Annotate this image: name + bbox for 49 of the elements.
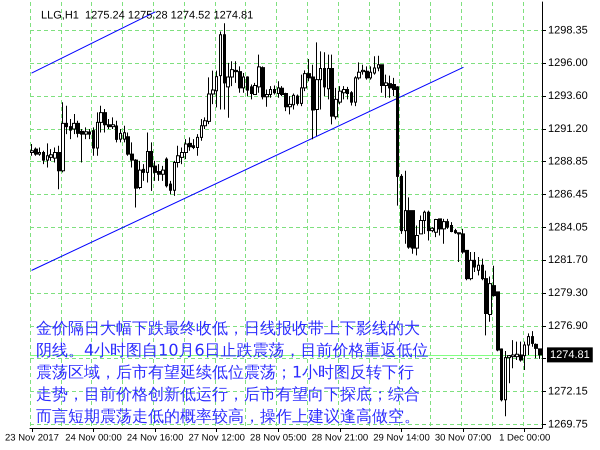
candlestick — [215, 70, 218, 108]
x-tick-label: 28 Nov 21:00 — [312, 432, 368, 444]
y-tick-label: 1291.20 — [548, 123, 588, 136]
y-tick-label: 1269.75 — [548, 418, 588, 431]
y-tick-label: 1281.70 — [548, 254, 588, 266]
candlestick — [469, 252, 473, 281]
y-tick-label: 1286.45 — [548, 188, 588, 200]
x-tick-label: 30 Nov 07:00 — [434, 432, 492, 444]
ref-line-label: 1274.81 — [550, 348, 590, 361]
candlestick — [300, 74, 303, 107]
y-tick-label: 1284.05 — [548, 222, 588, 234]
x-tick-label: 24 Nov 00:00 — [65, 432, 122, 444]
candlestick — [103, 108, 107, 133]
y-tick-label: 1296.00 — [548, 56, 588, 69]
candlestick — [434, 218, 438, 238]
x-tick-label: 24 Nov 16:00 — [126, 432, 184, 444]
y-tick-label: 1272.15 — [548, 385, 588, 398]
candlestick — [388, 75, 392, 98]
candlestick — [288, 96, 292, 115]
candlestick — [457, 232, 461, 262]
candlestick — [373, 56, 376, 76]
x-tick-label: 23 Nov 2017 — [4, 432, 59, 444]
y-tick-label: 1288.85 — [548, 155, 588, 168]
candlestick — [184, 138, 188, 160]
candlestick — [442, 218, 446, 244]
candlestick — [450, 222, 453, 233]
x-tick-label: 28 Nov 05:00 — [250, 432, 307, 444]
x-tick-label: 27 Nov 12:00 — [188, 432, 245, 444]
candlestick — [330, 54, 334, 125]
candlestick — [365, 66, 369, 80]
candlestick — [30, 144, 34, 156]
candlestick — [273, 84, 276, 95]
candlestick — [115, 120, 118, 143]
candlestick — [504, 350, 507, 417]
candlestick — [427, 210, 430, 241]
y-tick-label: 1298.35 — [548, 24, 588, 37]
candlestick — [361, 64, 365, 76]
x-tick-label: 1 Dec 00:00 — [499, 432, 550, 444]
candlestick — [72, 114, 76, 135]
x-tick-label: 29 Nov 14:00 — [373, 432, 430, 444]
candlestick — [34, 146, 38, 156]
candlestick — [315, 42, 319, 136]
y-tick-label: 1279.30 — [548, 286, 588, 299]
candlestick — [277, 80, 280, 98]
y-tick-label: 1293.60 — [548, 90, 588, 102]
y-tick-label: 1276.90 — [548, 320, 588, 332]
candlestick — [46, 142, 49, 168]
candlestick — [246, 76, 249, 97]
candlestick — [157, 164, 161, 182]
